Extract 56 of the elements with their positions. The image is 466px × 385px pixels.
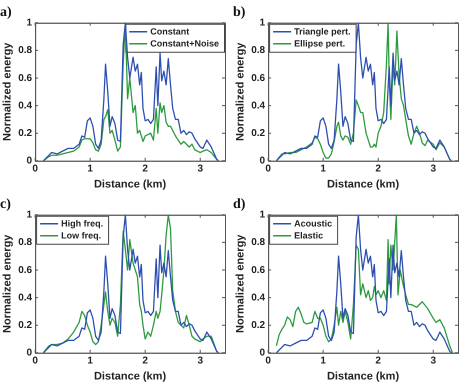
x-tick-label: 3	[197, 164, 204, 175]
x-axis-title: Distance (km)	[326, 178, 400, 190]
y-tick-label: 0	[26, 348, 33, 359]
y-tick-label: 1	[260, 18, 266, 29]
y-tick-label: 0.2	[251, 320, 266, 331]
y-axis-title: Normalized energy	[234, 234, 247, 334]
x-tick-label: 2	[375, 356, 382, 367]
y-tick-label: 0.8	[18, 45, 33, 56]
y-axis-title: Normalized energy	[2, 42, 14, 142]
x-tick-label: 1	[87, 356, 94, 367]
x-tick-label: 1	[320, 356, 326, 367]
legend-label: Constant+Noise	[150, 38, 220, 48]
legend-label: Low freq.	[61, 230, 102, 240]
y-axis-title: Normalized energy	[234, 42, 247, 142]
y-tick-label: 0.6	[251, 72, 266, 84]
y-tick-label: 0.6	[18, 72, 33, 84]
x-axis-title: Distance (km)	[326, 370, 400, 382]
y-tick-label: 0.2	[18, 320, 33, 331]
y-tick-label: 0.4	[18, 100, 33, 112]
x-axis-title: Distance (km)	[94, 178, 166, 190]
y-tick-label: 0	[260, 156, 266, 167]
x-tick-label: 2	[142, 356, 148, 367]
x-tick-label: 1	[320, 164, 326, 175]
y-axis-title: Normalized energy	[2, 234, 14, 334]
chart-title: d)	[233, 197, 246, 212]
y-tick-label: 0.4	[251, 100, 266, 112]
y-tick-label: 0.4	[251, 292, 266, 304]
legend-label: Constant	[150, 26, 190, 36]
y-tick-label: 0	[260, 348, 266, 359]
y-tick-label: 1	[260, 210, 266, 221]
y-tick-label: 0.2	[251, 128, 266, 139]
y-tick-label: 1	[26, 210, 33, 221]
legend-label: Ellipse pert.	[294, 38, 346, 48]
y-tick-label: 0.8	[251, 237, 266, 248]
y-tick-label: 1	[26, 18, 33, 29]
y-tick-label: 0.6	[251, 264, 266, 276]
x-tick-label: 3	[430, 164, 436, 175]
x-tick-label: 3	[197, 356, 204, 367]
legend-label: Acoustic	[294, 218, 332, 228]
x-axis-title: Distance (km)	[94, 370, 166, 382]
chart-title: b)	[233, 5, 246, 20]
legend-label: Elastic	[294, 230, 324, 240]
y-tick-label: 0.4	[18, 292, 33, 304]
y-tick-label: 0.8	[251, 45, 266, 56]
chart-title: c)	[0, 197, 12, 212]
x-tick-label: 2	[142, 164, 148, 175]
legend-label: Triangle pert.	[294, 26, 351, 36]
x-tick-label: 2	[375, 164, 382, 175]
x-tick-label: 3	[430, 356, 436, 367]
chart-title: a)	[0, 5, 12, 20]
y-tick-label: 0.2	[18, 128, 33, 139]
x-tick-label: 1	[87, 164, 94, 175]
legend-label: High freq.	[61, 218, 104, 228]
y-tick-label: 0	[26, 156, 33, 167]
y-tick-label: 0.6	[18, 264, 33, 276]
y-tick-label: 0.8	[18, 237, 33, 248]
